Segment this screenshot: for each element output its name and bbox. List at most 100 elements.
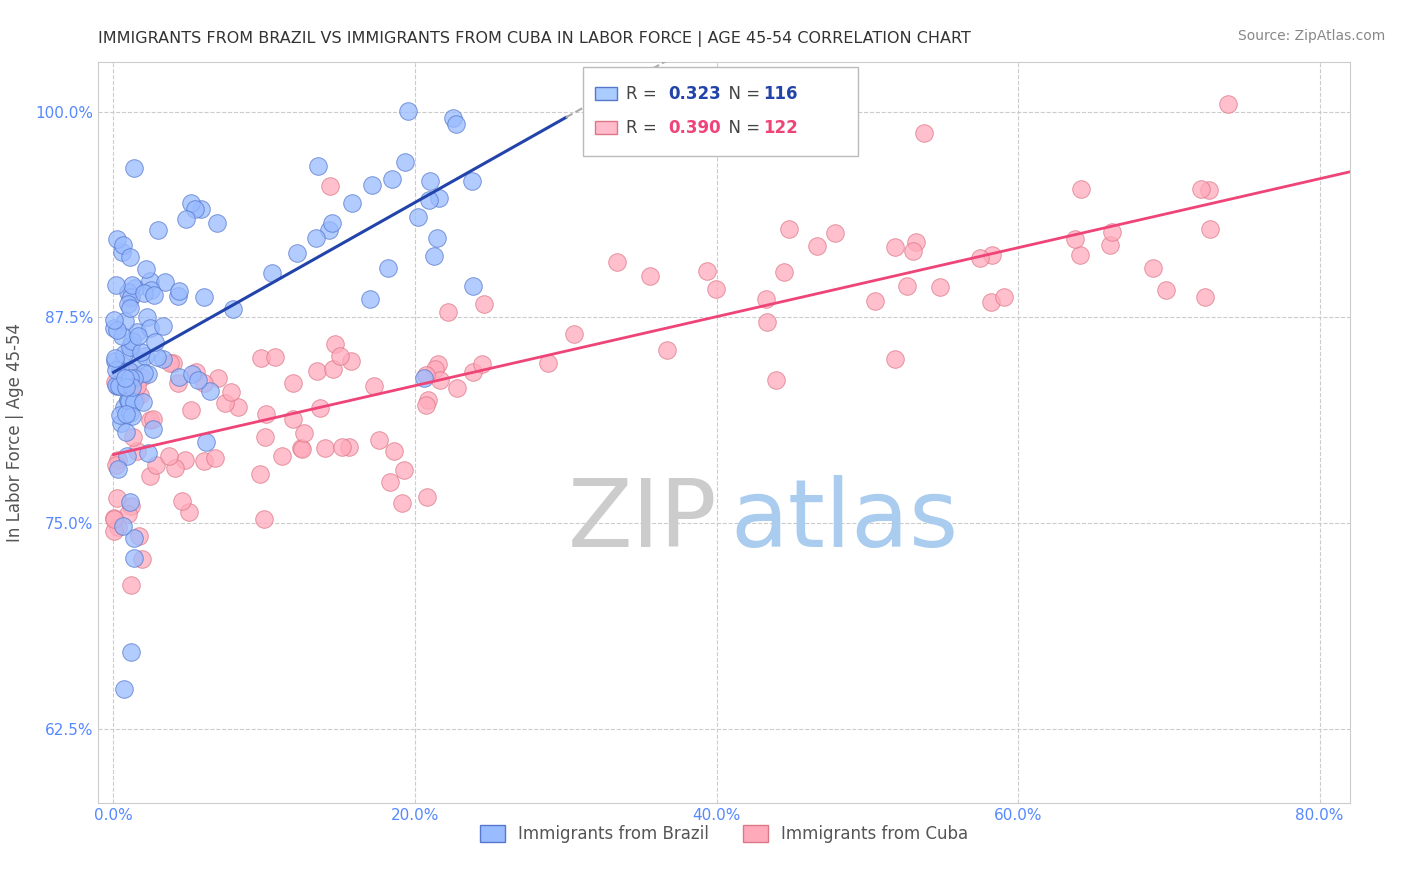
Point <box>180 195 202 210</box>
Point <box>884 351 907 366</box>
Point <box>461 279 484 293</box>
Point <box>1198 222 1220 236</box>
Point <box>329 349 352 363</box>
Point <box>139 413 162 427</box>
Point <box>127 353 149 368</box>
Point <box>755 292 778 306</box>
Point <box>219 384 242 399</box>
Point <box>1194 290 1216 304</box>
Point <box>863 293 886 308</box>
Point <box>122 394 145 409</box>
Point <box>368 434 391 448</box>
Point <box>117 297 139 311</box>
Point <box>446 117 468 131</box>
Point <box>167 285 190 299</box>
Point <box>773 265 796 279</box>
Text: R =: R = <box>626 119 662 136</box>
Point <box>167 370 190 384</box>
Point <box>271 450 294 464</box>
Point <box>1142 261 1164 276</box>
Point <box>134 286 156 301</box>
Point <box>394 154 416 169</box>
Point <box>806 239 828 253</box>
Point <box>104 354 127 368</box>
Point <box>115 425 138 439</box>
Point <box>141 283 163 297</box>
Point <box>204 451 226 466</box>
Point <box>125 444 148 458</box>
Point <box>1189 182 1212 196</box>
Point <box>118 250 141 264</box>
Point <box>166 289 188 303</box>
Point <box>980 294 1002 309</box>
Point <box>993 290 1015 304</box>
Point <box>142 411 165 425</box>
Point <box>110 416 132 430</box>
Point <box>139 321 162 335</box>
Point <box>121 409 143 424</box>
Point <box>107 462 129 476</box>
Point <box>120 406 142 420</box>
Point <box>337 440 360 454</box>
Point <box>1218 97 1240 112</box>
Point <box>222 302 245 317</box>
Point <box>108 379 131 393</box>
Point <box>104 351 127 365</box>
Point <box>1069 248 1091 262</box>
Point <box>416 392 439 407</box>
Point <box>146 222 169 236</box>
Text: atlas: atlas <box>730 475 959 567</box>
Point <box>249 351 271 366</box>
Point <box>377 261 399 276</box>
Point <box>340 196 363 211</box>
Point <box>304 231 326 245</box>
Point <box>118 386 141 401</box>
Point <box>138 367 160 381</box>
Point <box>112 347 135 361</box>
Point <box>187 373 209 387</box>
Point <box>122 430 145 444</box>
Point <box>124 281 146 295</box>
Point <box>125 326 148 340</box>
Point <box>117 393 139 408</box>
Point <box>425 231 447 245</box>
Point <box>120 301 142 316</box>
Point <box>214 395 236 409</box>
Point <box>120 370 142 384</box>
Point <box>418 194 440 208</box>
Point <box>174 453 197 467</box>
Point <box>117 393 139 408</box>
Point <box>115 449 138 463</box>
Point <box>112 376 135 391</box>
Point <box>824 227 846 241</box>
Point <box>472 296 495 310</box>
Point <box>103 313 125 327</box>
Point <box>108 408 131 422</box>
Point <box>1198 183 1220 197</box>
Point <box>896 279 918 293</box>
Point <box>103 321 125 335</box>
Point <box>103 511 125 525</box>
Point <box>143 287 166 301</box>
Point <box>322 362 344 376</box>
Point <box>330 440 353 454</box>
Point <box>657 343 679 358</box>
Point <box>1101 225 1123 239</box>
Text: 122: 122 <box>763 119 799 136</box>
Point <box>412 371 434 385</box>
Text: IMMIGRANTS FROM BRAZIL VS IMMIGRANTS FROM CUBA IN LABOR FORCE | AGE 45-54 CORREL: IMMIGRANTS FROM BRAZIL VS IMMIGRANTS FRO… <box>98 31 972 47</box>
Point <box>117 392 139 407</box>
Point <box>159 356 181 370</box>
Point <box>207 371 229 385</box>
Point <box>254 408 277 422</box>
Point <box>696 264 718 278</box>
Point <box>174 211 197 226</box>
Point <box>129 388 152 402</box>
Point <box>128 529 150 543</box>
Point <box>131 395 153 409</box>
Point <box>118 340 141 354</box>
Point <box>194 434 217 449</box>
Point <box>142 422 165 436</box>
Point <box>437 305 460 319</box>
Point <box>292 425 315 440</box>
